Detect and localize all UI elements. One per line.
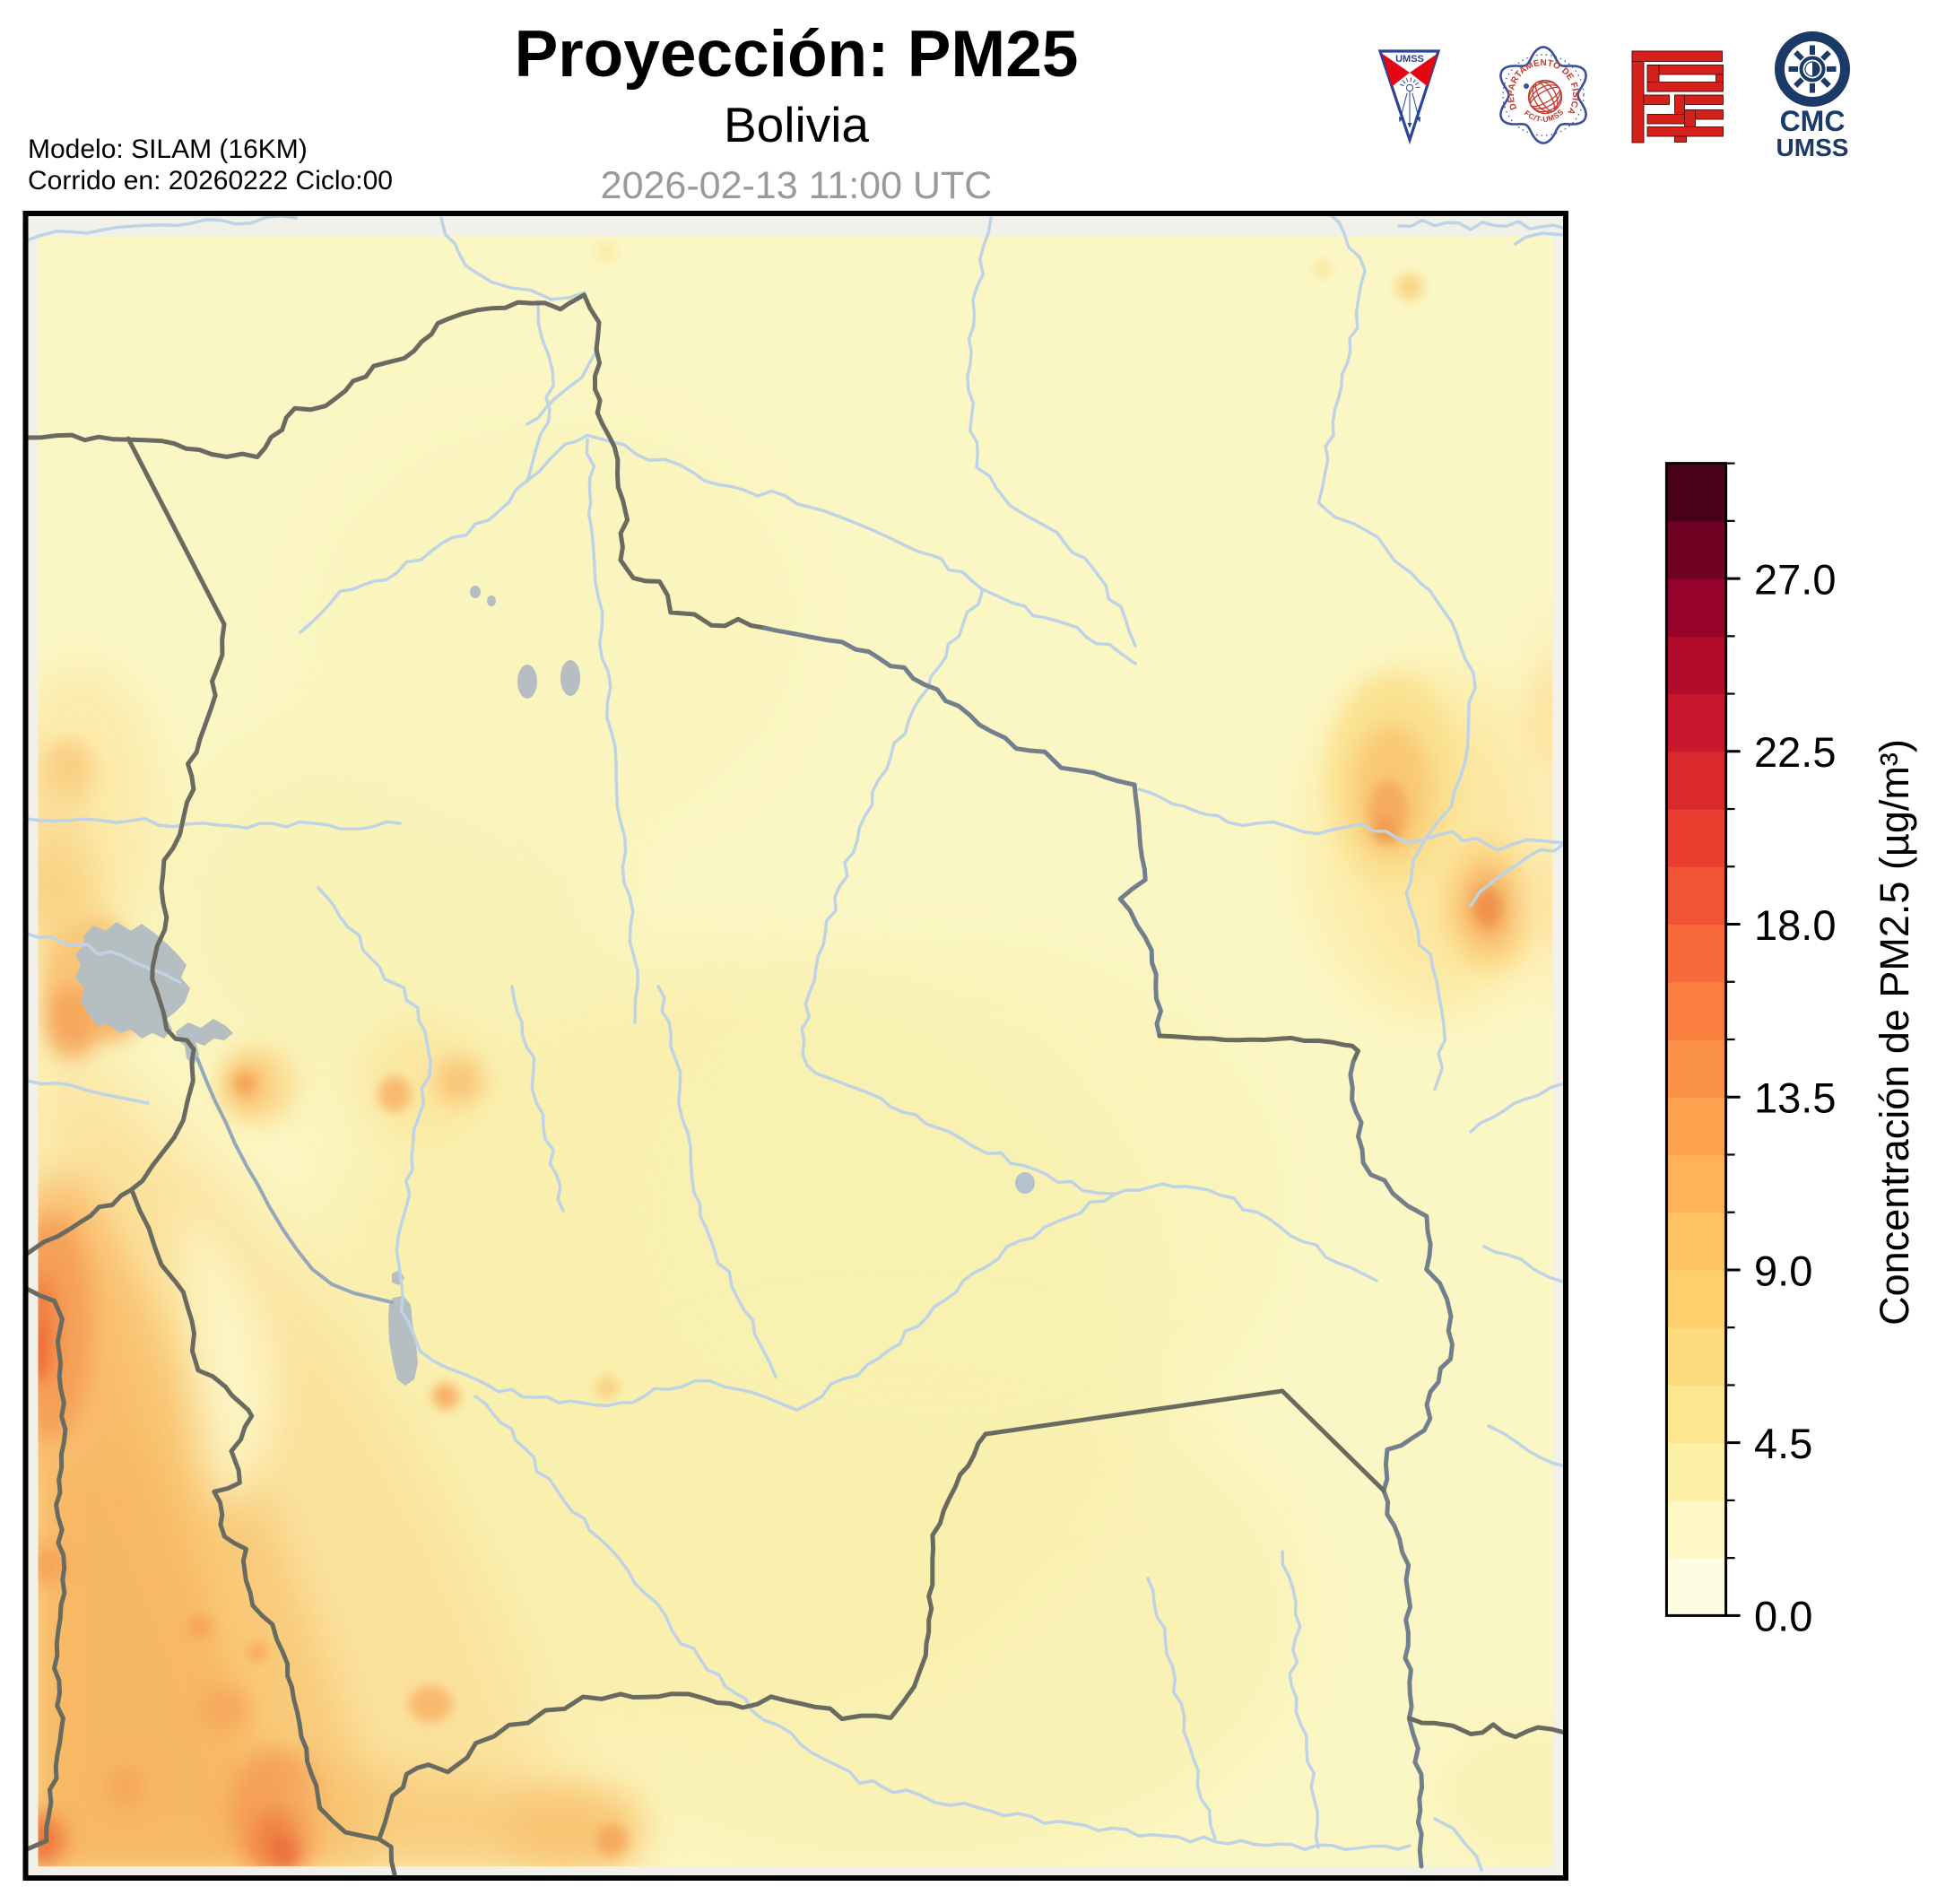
svg-text:Modelo: SILAM (16KM): Modelo: SILAM (16KM) <box>28 135 308 164</box>
svg-text:13.5: 13.5 <box>1754 1074 1836 1122</box>
svg-text:9.0: 9.0 <box>1754 1247 1812 1294</box>
svg-text:27.0: 27.0 <box>1754 555 1836 603</box>
svg-text:0.0: 0.0 <box>1754 1593 1812 1640</box>
svg-text:22.5: 22.5 <box>1754 728 1836 776</box>
svg-text:UMSS: UMSS <box>1776 134 1849 161</box>
svg-text:18.0: 18.0 <box>1754 901 1836 949</box>
svg-text:4.5: 4.5 <box>1754 1420 1812 1467</box>
svg-text:CMC: CMC <box>1780 105 1846 137</box>
svg-text:UMSS: UMSS <box>1395 54 1424 65</box>
svg-text:Bolivia: Bolivia <box>724 97 869 152</box>
svg-text:2026-02-13 11:00 UTC: 2026-02-13 11:00 UTC <box>601 164 993 207</box>
svg-text:Proyección: PM25: Proyección: PM25 <box>515 18 1079 91</box>
svg-text:Corrido en: 20260222 Ciclo:00: Corrido en: 20260222 Ciclo:00 <box>28 166 393 196</box>
svg-text:Concentración de PM2.5 (µg/m³): Concentración de PM2.5 (µg/m³) <box>1872 739 1917 1326</box>
